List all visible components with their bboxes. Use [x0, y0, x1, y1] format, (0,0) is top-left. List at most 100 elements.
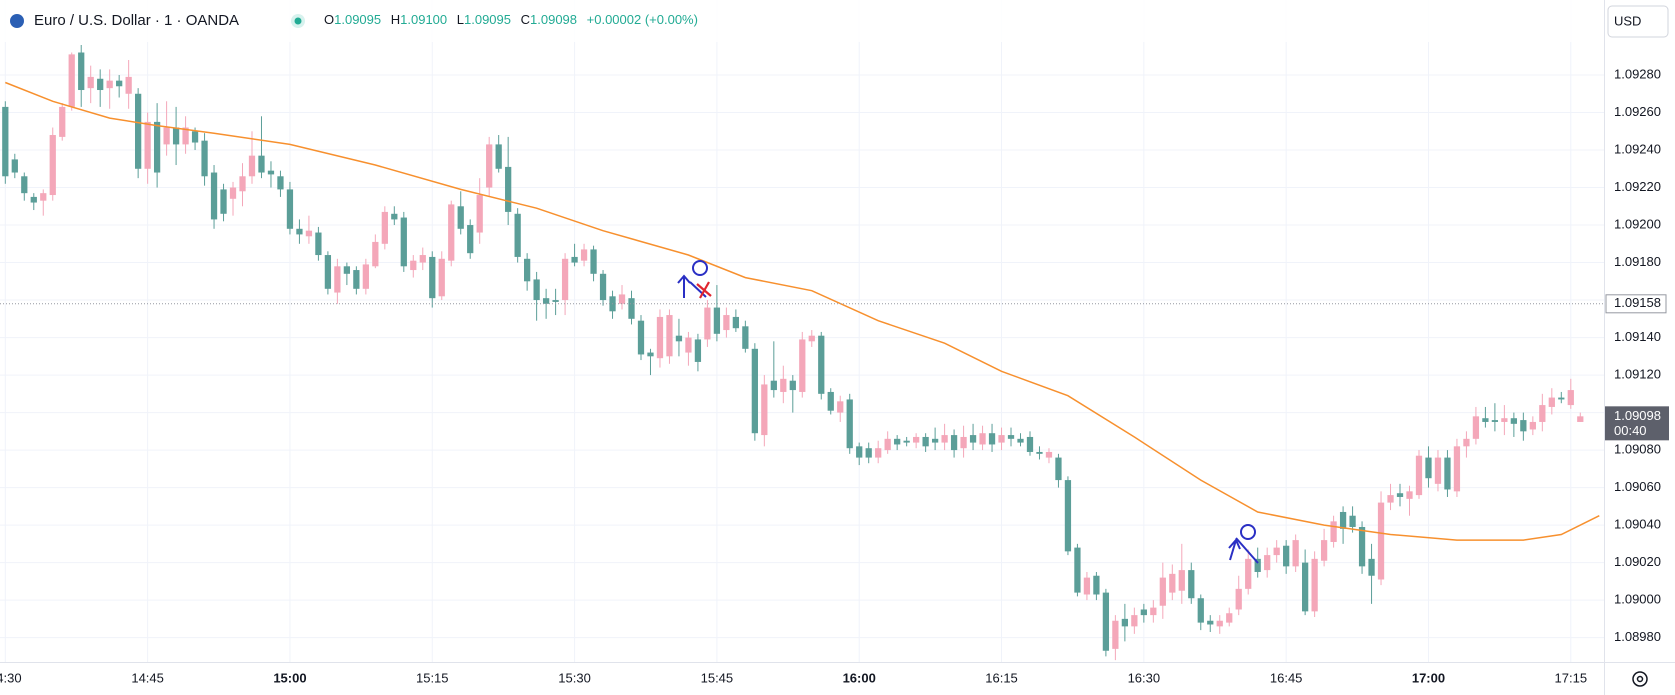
candle-body: [116, 80, 123, 87]
x-tick-label: 16:00: [843, 670, 876, 685]
candle-body: [1273, 547, 1280, 556]
candle-body: [1188, 570, 1195, 599]
candle-body: [789, 380, 796, 391]
candle-body: [277, 176, 284, 190]
candle-body: [647, 352, 654, 357]
candle-body: [856, 446, 863, 458]
candle-body: [884, 438, 891, 451]
y-tick-label: 1.09080: [1614, 442, 1661, 457]
y-tick-label: 1.08980: [1614, 629, 1661, 644]
candle-body: [1472, 416, 1480, 439]
candle-body: [637, 320, 645, 355]
candle-body: [931, 438, 939, 443]
y-tick-label: 1.09260: [1614, 104, 1661, 119]
candle-body: [941, 435, 948, 443]
candle-body: [979, 433, 986, 445]
candle-body: [49, 135, 56, 196]
candle-body: [1112, 620, 1119, 649]
moving-average: [5, 81, 1600, 541]
candle-body: [315, 232, 322, 256]
candle-body: [1425, 457, 1432, 479]
candle-body: [419, 255, 426, 263]
candle-body: [837, 401, 844, 413]
candle-body: [1406, 491, 1413, 499]
candle-body: [220, 189, 227, 214]
candle-body: [324, 255, 332, 289]
y-tick-label: 1.09040: [1614, 517, 1661, 532]
candle-body: [846, 399, 853, 449]
candle-body: [1510, 418, 1517, 424]
candle-body: [87, 76, 94, 89]
candle-body: [1567, 390, 1574, 406]
y-tick-label: 1.09180: [1614, 254, 1661, 269]
candle-body: [751, 348, 758, 434]
y-tick-label: 1.09060: [1614, 479, 1661, 494]
candle-body: [1017, 438, 1024, 443]
candle-body: [476, 195, 483, 233]
symbol-title[interactable]: Euro / U.S. Dollar · 1 · OANDA: [34, 12, 239, 29]
candle-body: [2, 106, 9, 177]
candle-body: [656, 316, 664, 359]
labels: 1.08980 1.09000 1.09020 1.09040 1.09060 1.090…: [0, 66, 1669, 685]
candle-body: [248, 155, 256, 177]
candle-body: [1491, 420, 1499, 422]
candle-body: [1283, 545, 1290, 567]
candle-body: [571, 256, 578, 263]
candle-body: [1387, 495, 1394, 503]
candle-body: [1197, 598, 1204, 623]
countdown-label: 00:40: [1614, 423, 1647, 438]
candle-body: [1207, 620, 1214, 625]
candle-body: [950, 435, 958, 451]
candle-body: [438, 258, 445, 297]
candle-body: [1349, 515, 1356, 527]
candle-body: [1415, 455, 1423, 496]
last-price-label: 1.09098: [1614, 408, 1661, 423]
candle-body: [381, 211, 388, 244]
settings-icon[interactable]: [1632, 671, 1648, 687]
candle-body: [561, 258, 569, 301]
candle-body: [542, 298, 550, 304]
candle-body: [1159, 577, 1166, 606]
candle-body: [1529, 421, 1536, 430]
currency-button[interactable]: [1607, 5, 1669, 38]
x-tick-label: 15:00: [273, 670, 306, 685]
candle-body: [1320, 540, 1328, 561]
candle-body: [875, 448, 882, 458]
candle-body: [1140, 609, 1147, 616]
candle-body: [666, 315, 673, 357]
candle-body: [913, 436, 920, 443]
candle-body: [163, 127, 170, 145]
candle-body: [343, 266, 351, 274]
candle-body: [305, 230, 313, 237]
candle-body: [1216, 620, 1223, 627]
currency-label[interactable]: USD: [1614, 13, 1641, 28]
candle-body: [1339, 511, 1347, 529]
candle-body: [685, 337, 692, 353]
candle-body: [761, 384, 768, 436]
candle-body: [495, 144, 502, 169]
x-tick-label: 14:30: [0, 670, 22, 685]
y-tick-label: 1.09140: [1614, 329, 1661, 344]
candle-body: [1368, 558, 1375, 576]
candle-body: [1463, 438, 1470, 447]
x-tick-label: 15:30: [558, 670, 591, 685]
annotation-marker: [1228, 524, 1259, 564]
price-label: 1.09158: [1614, 295, 1661, 310]
candle-body: [524, 258, 531, 282]
y-tick-label: 1.09280: [1614, 66, 1661, 81]
candle-body: [1178, 570, 1185, 591]
candle-body: [296, 228, 303, 235]
candle-body: [1453, 446, 1461, 492]
candle-body: [675, 335, 683, 342]
candle-body: [1235, 588, 1242, 610]
candle-body: [1482, 418, 1489, 422]
candle-body: [742, 326, 749, 349]
candle-body: [182, 127, 189, 145]
candle-body: [1055, 457, 1062, 481]
candle-body: [97, 78, 104, 91]
candle-body: [1377, 502, 1385, 580]
x-tick-label: 17:00: [1412, 670, 1445, 685]
price-box: [1605, 294, 1667, 314]
candle-body: [1501, 418, 1508, 422]
candle-body: [1007, 435, 1015, 439]
